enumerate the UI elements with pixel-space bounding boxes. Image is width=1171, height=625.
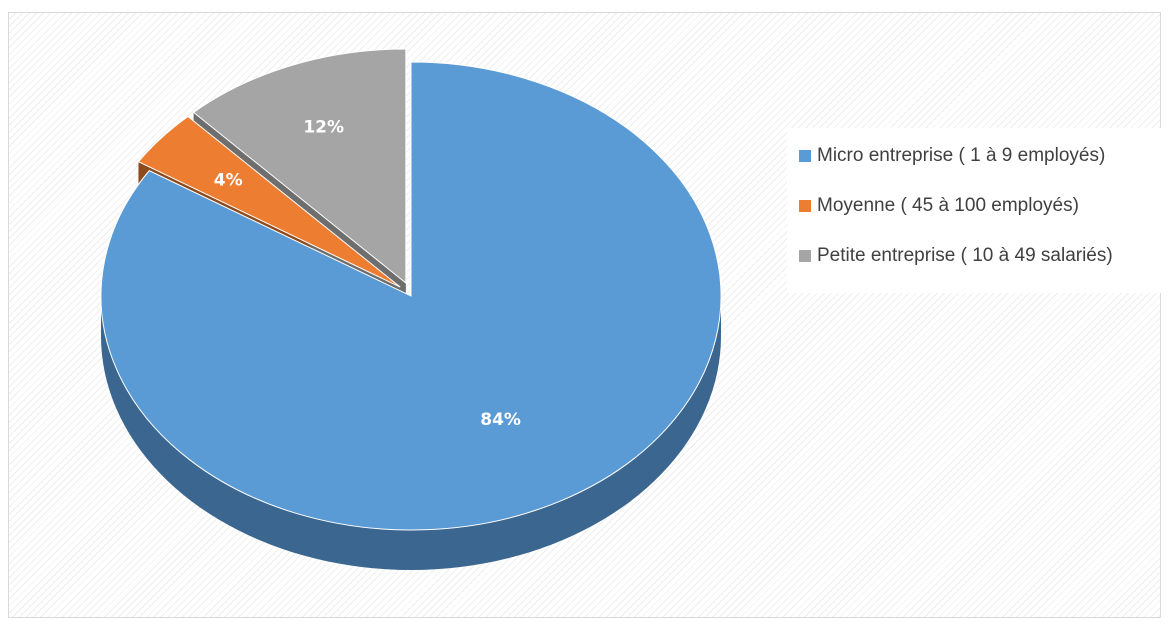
legend-label-micro: Micro entreprise ( 1 à 9 employés): [817, 145, 1106, 166]
data-label-petite: 12%: [303, 117, 344, 137]
data-label-moyenne: 4%: [214, 171, 243, 191]
slice-moyenne: [137, 115, 401, 288]
slice-side-micro: [101, 296, 721, 570]
legend-label-petite: Petite entreprise ( 10 à 49 salariés): [817, 245, 1113, 266]
legend-swatch-micro: [799, 150, 811, 162]
legend: Micro entreprise ( 1 à 9 employés) Moyen…: [787, 128, 1161, 293]
chart-area: 84% 4% 12% Micro entreprise ( 1 à 9 employ…: [8, 12, 1161, 618]
slice-petite: [192, 48, 407, 285]
legend-swatch-moyenne: [799, 200, 811, 212]
legend-item-moyenne: Moyenne ( 45 à 100 employés): [799, 194, 1079, 218]
legend-item-micro: Micro entreprise ( 1 à 9 employés): [799, 144, 1105, 168]
slice-micro: [100, 61, 722, 531]
data-label-micro: 84%: [480, 410, 521, 430]
legend-swatch-petite: [799, 250, 811, 262]
pie-chart: 84% 4% 12%: [100, 48, 722, 570]
legend-label-moyenne: Moyenne ( 45 à 100 employés): [817, 195, 1079, 216]
legend-item-petite: Petite entreprise ( 10 à 49 salariés): [799, 244, 1113, 268]
